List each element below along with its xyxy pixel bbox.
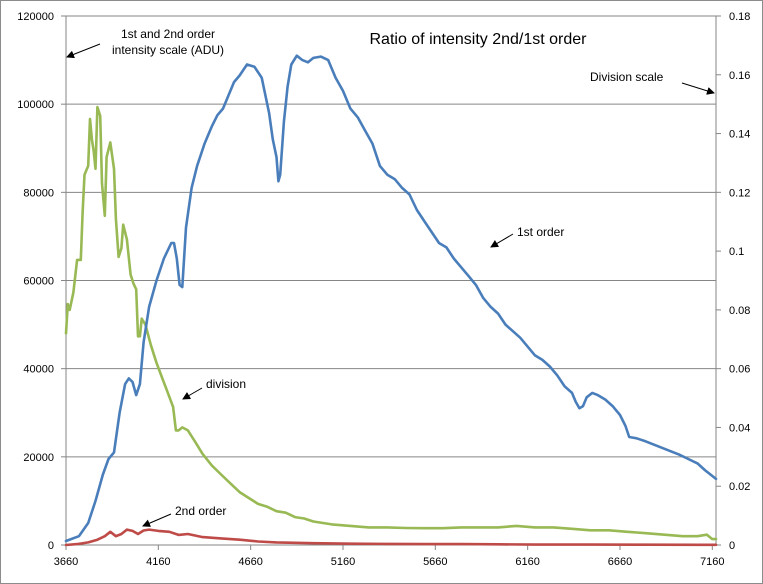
left-scale-label-line1: 1st and 2nd order	[121, 27, 215, 41]
right-scale-arrow	[681, 82, 715, 95]
y-left-tick-label: 0	[48, 540, 54, 552]
division-arrow	[182, 387, 203, 400]
division-annotation: division	[182, 377, 246, 400]
left-scale-label-line2: intensity scale (ADU)	[112, 43, 224, 57]
second-order-arrow	[142, 513, 172, 527]
x-tick-label: 5160	[331, 556, 355, 568]
x-tick-label: 3660	[54, 556, 78, 568]
y-left-tick-label: 120000	[17, 11, 54, 23]
right-scale-annotation: Division scale	[590, 70, 715, 95]
x-tick-label: 6660	[608, 556, 632, 568]
left-scale-annotation: 1st and 2nd order intensity scale (ADU)	[66, 27, 224, 59]
y-left-tick-label: 60000	[23, 276, 54, 288]
y-left-tick-label: 20000	[23, 452, 54, 464]
x-tick-label: 5660	[423, 556, 447, 568]
series-first-order	[64, 54, 718, 543]
series-second-order	[64, 528, 718, 547]
x-tick-label: 4160	[146, 556, 170, 568]
y-right-tick-label: 0.04	[729, 422, 750, 434]
x-tick-label: 4660	[238, 556, 262, 568]
y-right-tick-label: 0.06	[729, 364, 750, 376]
y-right-tick-label: 0.12	[729, 187, 750, 199]
first-order-label: 1st order	[517, 225, 564, 239]
y-right-tick-label: 0.02	[729, 481, 750, 493]
tick-labels: 0 20000 40000 60000 80000 100000 120000 0 0.02 0.…	[17, 11, 750, 568]
x-tick-label: 7160	[700, 556, 724, 568]
y-left-tick-label: 40000	[23, 364, 54, 376]
x-tick-label: 6160	[515, 556, 539, 568]
gridlines	[66, 15, 716, 458]
series-lines	[64, 54, 718, 547]
y-left-tick-label: 100000	[17, 99, 54, 111]
left-scale-arrow	[66, 43, 101, 59]
chart-title: Ratio of intensity 2nd/1st order	[369, 31, 587, 48]
first-order-annotation: 1st order	[490, 225, 564, 248]
y-left-tick-label: 80000	[23, 187, 54, 199]
series-division	[64, 105, 718, 541]
division-label: division	[206, 377, 246, 391]
y-right-tick-label: 0.08	[729, 305, 750, 317]
y-right-tick-label: 0.1	[729, 246, 744, 258]
right-scale-label: Division scale	[590, 70, 664, 84]
y-right-tick-label: 0.18	[729, 11, 750, 23]
second-order-label: 2nd order	[175, 504, 226, 518]
y-right-tick-label: 0	[729, 540, 735, 552]
y-right-tick-label: 0.14	[729, 129, 750, 141]
y-right-tick-label: 0.16	[729, 70, 750, 82]
first-order-arrow	[490, 233, 514, 248]
second-order-annotation: 2nd order	[142, 504, 226, 527]
